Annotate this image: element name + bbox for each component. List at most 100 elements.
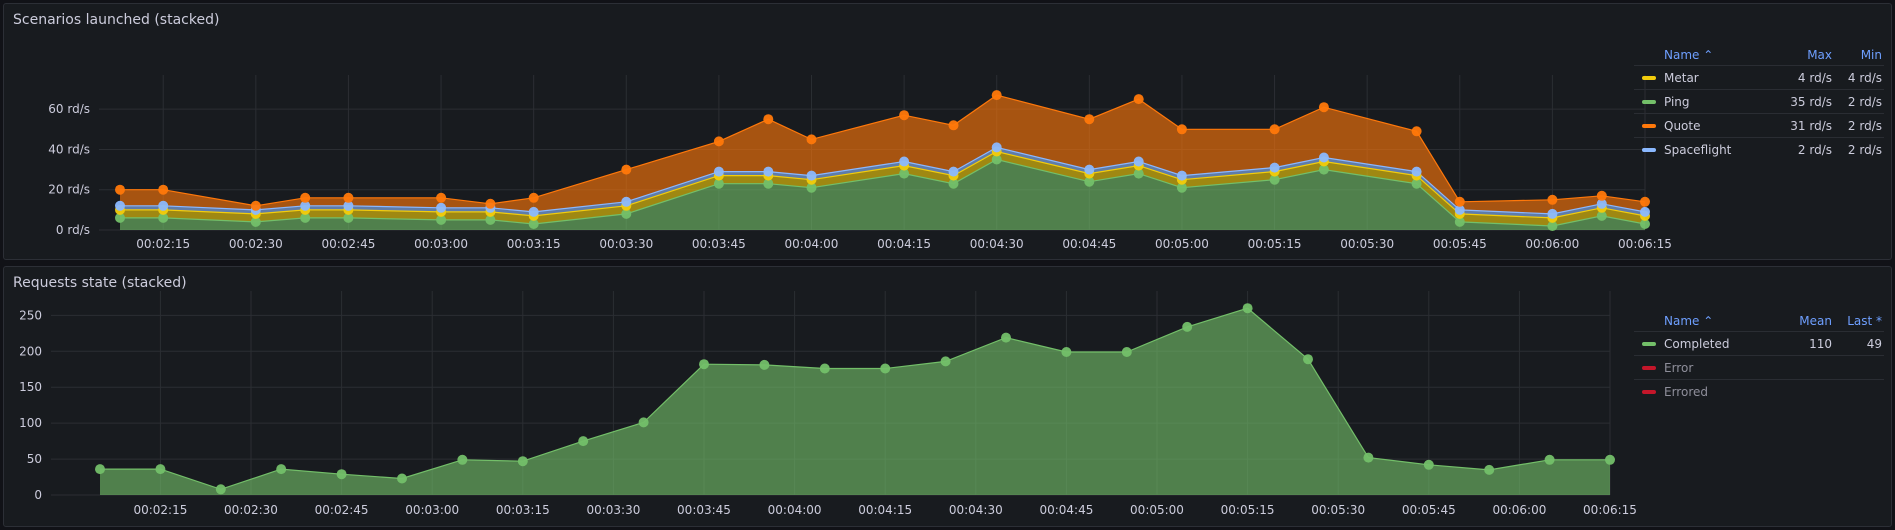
x-tick-label: 00:03:45 — [692, 237, 746, 251]
point-spaceflight — [1411, 166, 1422, 177]
line-completed — [100, 307, 1610, 490]
x-tick-label: 00:05:00 — [1155, 237, 1209, 251]
y-tick-label: 20 rd/s — [48, 183, 90, 197]
x-tick-label: 00:06:00 — [1525, 237, 1579, 251]
area-ping — [120, 159, 1645, 230]
legend-series-name: Quote — [1664, 118, 1701, 133]
y-tick-label: 150 — [19, 380, 42, 394]
legend-row-completed[interactable]: Completed 110 49 — [1634, 332, 1884, 356]
point-completed — [1484, 464, 1495, 475]
scenarios-chart: 0 rd/s 20 rd/s 40 rd/s 60 rd/s 00:02:15 00:02… — [48, 75, 1672, 251]
panel-title[interactable]: Requests state (stacked) — [13, 275, 187, 291]
x-tick-label: 00:03:30 — [599, 237, 653, 251]
point-ping — [528, 219, 539, 229]
series-color-swatch — [1642, 389, 1656, 394]
y-tick-label: 0 rd/s — [56, 223, 90, 237]
series-color-swatch — [1642, 341, 1656, 346]
legend-series-name: Metar — [1664, 70, 1699, 85]
x-tick-label: 00:05:45 — [1433, 237, 1487, 251]
legend-header-name[interactable]: Name ⌃ — [1664, 47, 1714, 62]
point-ping — [300, 212, 311, 223]
series-color-swatch — [1642, 75, 1656, 80]
point-spaceflight — [1454, 204, 1465, 215]
legend-header-name[interactable]: Name ⌃ — [1664, 313, 1714, 328]
x-tick-label: 00:04:15 — [877, 237, 931, 251]
x-tick-label: 00:04:00 — [768, 503, 822, 517]
legend-row-errored[interactable]: Errored — [1634, 380, 1884, 403]
y-tick-label: 40 rd/s — [48, 142, 90, 156]
point-completed — [336, 469, 347, 480]
point-completed — [1423, 459, 1434, 470]
point-completed — [1544, 454, 1555, 465]
point-spaceflight — [763, 166, 774, 177]
x-tick-label: 00:06:00 — [1492, 503, 1546, 517]
legend-header-min[interactable]: Min — [1860, 47, 1882, 62]
point-spaceflight — [158, 200, 169, 211]
point-ping — [713, 178, 724, 189]
point-spaceflight — [899, 156, 910, 167]
point-spaceflight — [343, 200, 354, 211]
scenarios-panel: Scenarios launched (stacked) 0 rd/s 20 rd… — [3, 3, 1892, 260]
legend-row-metar[interactable]: Metar 4 rd/s 4 rd/s — [1634, 66, 1884, 90]
point-quote — [528, 192, 539, 203]
point-completed — [638, 417, 649, 428]
panel-title[interactable]: Scenarios launched (stacked) — [13, 12, 220, 28]
point-completed — [1121, 347, 1132, 357]
legend-header-mean[interactable]: Mean — [1799, 313, 1832, 328]
point-completed — [1605, 454, 1615, 465]
point-quote — [115, 184, 125, 195]
series-color-swatch — [1642, 123, 1656, 128]
point-completed — [578, 436, 589, 447]
legend-row-ping[interactable]: Ping 35 rd/s 2 rd/s — [1634, 90, 1884, 114]
point-quote — [1640, 196, 1650, 207]
point-ping — [1133, 168, 1144, 179]
point-ping — [763, 178, 774, 189]
legend-row-spaceflight[interactable]: Spaceflight 2 rd/s 2 rd/s — [1634, 138, 1884, 161]
point-ping — [948, 178, 959, 189]
legend-header-max[interactable]: Max — [1807, 47, 1832, 62]
x-tick-label: 00:05:30 — [1340, 237, 1394, 251]
point-quote — [158, 184, 169, 195]
point-ping — [991, 154, 1002, 165]
y-tick-label: 0 — [34, 488, 42, 502]
legend-row-quote[interactable]: Quote 31 rd/s 2 rd/s — [1634, 114, 1884, 138]
point-ping — [1084, 176, 1095, 187]
legend-max-value: 4 rd/s — [1797, 70, 1832, 85]
point-ping — [1411, 178, 1422, 189]
point-ping — [343, 212, 354, 223]
point-ping — [1596, 210, 1607, 221]
legend-series-name: Error — [1664, 360, 1694, 375]
point-ping — [485, 214, 496, 225]
point-quote — [1596, 190, 1607, 201]
point-completed — [1182, 321, 1193, 332]
point-ping — [436, 214, 447, 225]
point-ping — [1269, 174, 1280, 185]
point-completed — [880, 363, 891, 374]
legend-row-error[interactable]: Error — [1634, 356, 1884, 380]
legend-header-last[interactable]: Last * — [1847, 313, 1882, 328]
point-quote — [1269, 124, 1280, 135]
point-completed — [699, 359, 709, 370]
legend-max-value: 2 rd/s — [1797, 142, 1832, 157]
requests-legend: Name ⌃ Mean Last * Completed 110 49 Erro… — [1634, 310, 1884, 403]
legend-header: Name ⌃ Max Min — [1634, 44, 1884, 66]
point-quote — [1454, 196, 1465, 207]
point-quote — [1133, 94, 1144, 105]
x-tick-label: 00:05:00 — [1130, 503, 1184, 517]
point-spaceflight — [806, 170, 817, 181]
point-completed — [759, 359, 770, 370]
point-quote — [948, 120, 959, 131]
legend-last-value: 49 — [1866, 336, 1882, 351]
point-spaceflight — [1084, 164, 1095, 175]
point-completed — [517, 456, 528, 467]
point-ping — [806, 182, 817, 193]
x-tick-label: 00:02:45 — [315, 503, 369, 517]
point-spaceflight — [1176, 170, 1187, 181]
x-tick-label: 00:05:30 — [1311, 503, 1365, 517]
point-spaceflight — [948, 166, 959, 177]
point-ping — [1640, 219, 1650, 229]
series-color-swatch — [1642, 99, 1656, 104]
legend-max-value: 35 rd/s — [1790, 94, 1832, 109]
x-tick-label: 00:06:15 — [1583, 503, 1637, 517]
point-completed — [397, 473, 407, 484]
